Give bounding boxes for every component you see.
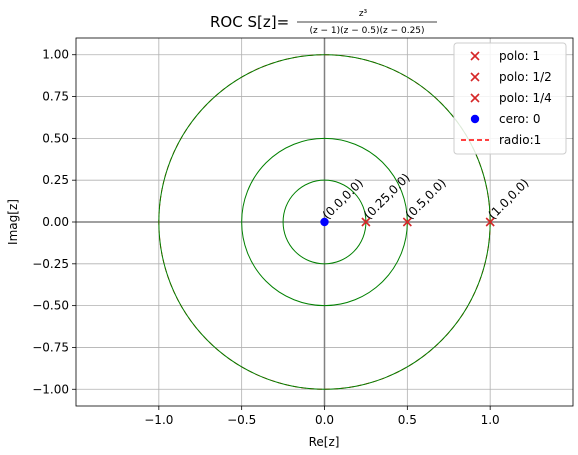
legend-label: radio:1 [499, 133, 541, 147]
legend-label: polo: 1 [499, 49, 540, 63]
legend-zero-marker [470, 114, 480, 124]
y-ticks: −1.00 −0.75 −0.50 −0.25 0.00 0.25 0.50 0.75 1.00 [32, 48, 76, 396]
legend: polo: 1 polo: 1/2 polo: 1/4 cero: 0 radio:1 [453, 42, 567, 155]
x-tick-label: −0.5 [227, 413, 256, 427]
y-tick-label: 0.00 [42, 215, 69, 229]
legend-pole-marker [470, 93, 480, 103]
legend-pole-marker [470, 72, 480, 82]
legend-label: cero: 0 [499, 112, 540, 126]
pole-marker [361, 217, 371, 227]
x-tick-label: 0.0 [315, 413, 334, 427]
legend-label: polo: 1/4 [499, 91, 552, 105]
legend-pole-marker [470, 51, 480, 61]
points [320, 217, 495, 227]
chart-title: ROC S[z]= [210, 13, 289, 31]
y-tick-label: 0.75 [42, 90, 69, 104]
y-tick-label: −0.75 [32, 340, 69, 354]
y-axis-label: Imag[z] [6, 199, 20, 245]
y-tick-label: 0.25 [42, 173, 69, 187]
y-tick-label: −0.25 [32, 257, 69, 271]
legend-label: polo: 1/2 [499, 70, 552, 84]
x-axis-label: Re[z] [309, 435, 340, 449]
y-tick-label: 1.00 [42, 48, 69, 62]
x-tick-label: −1.0 [144, 413, 173, 427]
x-tick-label: 1.0 [481, 413, 500, 427]
x-tick-label: 0.5 [398, 413, 417, 427]
y-tick-label: −0.50 [32, 299, 69, 313]
pole-marker [485, 217, 495, 227]
x-ticks: −1.0 −0.5 0.0 0.5 1.0 [144, 406, 500, 427]
y-tick-label: −1.00 [32, 382, 69, 396]
legend-box [453, 42, 567, 155]
y-tick-label: 0.50 [42, 131, 69, 145]
chart-title-numerator: z³ [359, 9, 368, 19]
pole-marker [402, 217, 412, 227]
chart-title-denominator: (z − 1)(z − 0.5)(z − 0.25) [309, 26, 424, 36]
zero-marker [320, 217, 329, 227]
